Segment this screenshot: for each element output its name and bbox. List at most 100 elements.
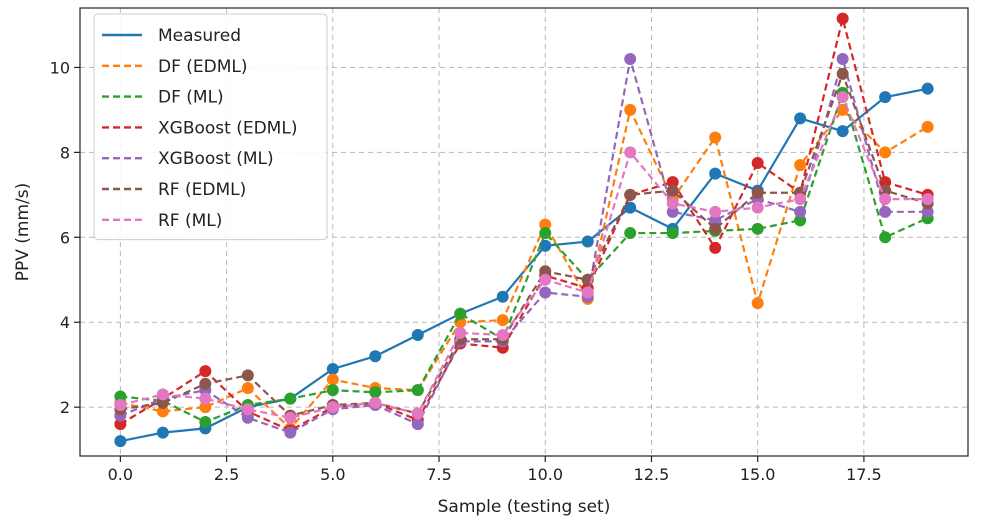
data-point-xgboost-ml [284, 426, 297, 439]
y-tick-label: 6 [60, 228, 70, 247]
y-tick-label: 8 [60, 143, 70, 162]
legend-label-rf-ml: RF (ML) [158, 211, 222, 231]
data-point-rf-edml [709, 222, 722, 235]
data-point-rf-ml [539, 273, 552, 286]
data-point-measured [709, 167, 722, 180]
legend: Measured DF (EDML) DF (ML) XGBoost (EDML) XG… [93, 13, 328, 241]
x-tick-label: 2.5 [214, 465, 239, 484]
data-point-xgboost-edml [751, 156, 764, 169]
data-point-df-edml [879, 146, 892, 159]
data-point-df-edml [539, 218, 552, 231]
data-point-rf-edml [539, 265, 552, 278]
data-point-xgboost-ml [539, 286, 552, 299]
data-point-rf-ml [114, 399, 127, 412]
legend-label-df-edml: DF (EDML) [158, 57, 248, 77]
data-point-rf-ml [624, 146, 637, 159]
data-point-xgboost-ml [709, 214, 722, 227]
series-line-df-edml [120, 106, 929, 430]
data-point-xgboost-ml [624, 52, 637, 65]
data-point-df-ml [666, 227, 679, 240]
data-point-measured [496, 290, 509, 303]
data-point-rf-ml [326, 401, 339, 414]
data-point-df-ml [369, 386, 382, 399]
data-point-df-edml [326, 373, 339, 386]
data-point-measured [411, 328, 424, 341]
data-point-xgboost-edml [114, 418, 127, 431]
data-point-measured [879, 91, 892, 104]
data-point-df-ml [326, 384, 339, 397]
data-point-measured [539, 239, 552, 252]
data-point-rf-ml [581, 286, 594, 299]
data-point-xgboost-edml [836, 12, 849, 25]
data-point-rf-ml [496, 328, 509, 341]
data-point-df-ml [114, 390, 127, 403]
data-point-df-edml [921, 120, 934, 133]
legend-box [93, 13, 328, 241]
x-tick-label: 7.5 [426, 465, 451, 484]
data-point-measured [114, 435, 127, 448]
data-point-df-edml [496, 314, 509, 327]
x-axis-label: Sample (testing set) [438, 497, 611, 517]
data-point-df-ml [284, 392, 297, 405]
x-tick-label: 15.0 [740, 465, 776, 484]
data-point-df-ml [411, 384, 424, 397]
data-point-rf-edml [156, 396, 169, 409]
data-point-rf-edml [751, 186, 764, 199]
data-point-rf-ml [241, 403, 254, 416]
data-point-df-ml [199, 416, 212, 429]
data-point-rf-edml [879, 184, 892, 197]
data-point-df-ml [751, 222, 764, 235]
data-point-measured [581, 235, 594, 248]
data-point-rf-ml [836, 91, 849, 104]
data-point-xgboost-ml [879, 205, 892, 218]
data-point-df-edml [709, 131, 722, 144]
data-point-df-edml [794, 159, 807, 172]
series-line-df-ml [120, 89, 929, 424]
data-point-measured [794, 112, 807, 125]
data-point-rf-edml [666, 184, 679, 197]
x-tick-label: 5.0 [320, 465, 345, 484]
data-point-xgboost-edml [709, 241, 722, 254]
data-point-xgboost-ml [666, 205, 679, 218]
data-point-xgboost-ml [241, 411, 254, 424]
data-point-xgboost-ml [921, 205, 934, 218]
data-point-df-edml [199, 401, 212, 414]
x-tick-label: 17.5 [846, 465, 882, 484]
series-rf-ml [114, 91, 934, 424]
data-point-df-edml [241, 382, 254, 395]
series-layer [114, 12, 934, 448]
data-point-rf-ml [284, 411, 297, 424]
ticks: 0.0 2.5 5.0 7.5 10.0 12.5 15.0 17.5 2 4 6 8 10 [50, 58, 882, 484]
data-point-rf-edml [199, 377, 212, 390]
data-point-measured [836, 125, 849, 138]
data-point-measured [156, 426, 169, 439]
data-point-df-ml [454, 307, 467, 320]
y-tick-label: 10 [50, 58, 70, 77]
data-point-rf-edml [624, 188, 637, 201]
data-point-xgboost-edml [879, 176, 892, 189]
data-point-measured [921, 82, 934, 95]
plot-frame [79, 7, 969, 457]
data-point-rf-ml [156, 388, 169, 401]
y-axis-label: PPV (mm/s) [13, 183, 33, 282]
data-point-xgboost-ml [794, 205, 807, 218]
data-point-rf-ml [751, 201, 764, 214]
series-line-rf-edml [120, 70, 928, 417]
legend-label-xgboost-ml: XGBoost (ML) [158, 149, 274, 169]
data-point-xgboost-ml [411, 418, 424, 431]
data-point-rf-ml [666, 197, 679, 210]
data-point-rf-edml [241, 369, 254, 382]
data-point-xgboost-edml [199, 365, 212, 378]
data-point-measured [326, 362, 339, 375]
data-point-df-ml [879, 231, 892, 244]
data-point-rf-edml [836, 67, 849, 80]
data-point-rf-ml [921, 193, 934, 206]
legend-label-xgboost-edml: XGBoost (EDML) [158, 118, 297, 138]
legend-label-measured: Measured [158, 26, 241, 46]
data-point-rf-ml [411, 407, 424, 420]
data-point-xgboost-ml [836, 52, 849, 65]
legend-label-rf-edml: RF (EDML) [158, 180, 246, 200]
data-point-df-edml [156, 405, 169, 418]
series-line-rf-ml [120, 94, 928, 419]
